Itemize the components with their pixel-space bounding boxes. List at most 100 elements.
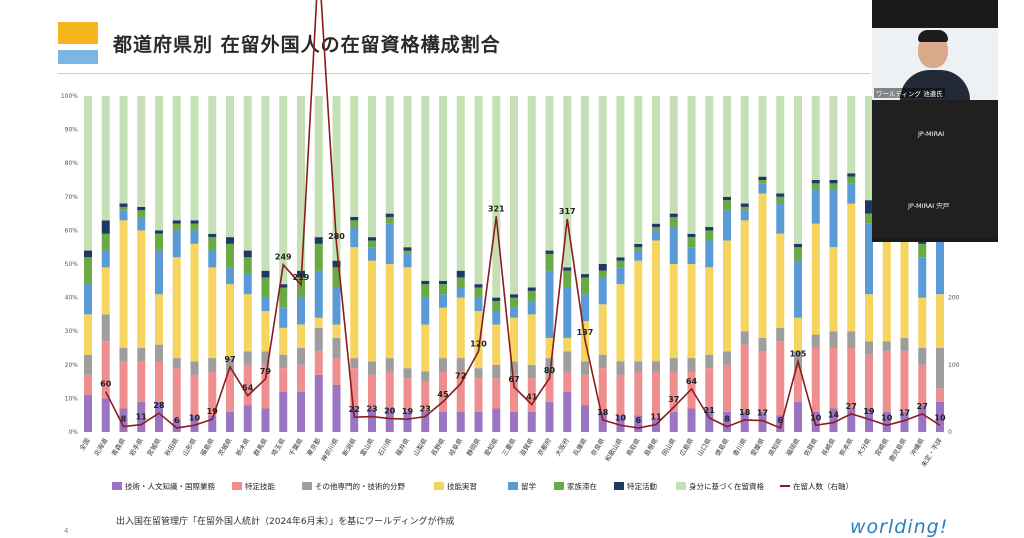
bar-segment: [243, 250, 252, 258]
participant-tile-1[interactable]: ワールディング 池邉氏: [872, 28, 998, 100]
bar-segment: [243, 274, 252, 295]
bar-segment: [758, 411, 767, 432]
bar-segment: [261, 311, 270, 352]
line-data-label: 37: [668, 395, 679, 404]
bar-segment: [563, 371, 572, 392]
bar-segment: [314, 327, 323, 352]
bar-segment: [101, 96, 110, 221]
bar-segment: [794, 368, 802, 402]
bar-segment: [332, 337, 341, 359]
bar-segment: [936, 401, 944, 432]
bar-segment: [652, 96, 660, 224]
line-data-label: 45: [437, 390, 449, 399]
bar-segment: [279, 368, 288, 392]
bar-segment: [634, 247, 643, 251]
line-data-label: 6: [174, 416, 180, 425]
bar-segment: [137, 96, 146, 207]
bar-segment: [616, 284, 625, 362]
bar-segment: [403, 267, 412, 369]
bar-segment: [581, 277, 589, 295]
bar-segment: [829, 348, 838, 409]
bar-segment: [652, 223, 660, 228]
bar-segment: [297, 96, 305, 271]
bar-segment: [385, 408, 394, 432]
bar-segment: [723, 240, 731, 352]
bar-segment: [510, 96, 518, 295]
x-tick-label: 鳥取県: [624, 436, 642, 458]
bar-segment: [101, 314, 110, 342]
bar-segment: [119, 96, 128, 204]
bar-segment: [510, 317, 518, 362]
bar-segment: [918, 364, 927, 406]
bar-segment: [936, 237, 944, 295]
bar-segment: [403, 411, 412, 432]
bar-segment: [811, 348, 820, 412]
bar-segment: [776, 193, 785, 197]
bar-segment: [918, 297, 927, 348]
x-tick-label: 鹿児島県: [887, 436, 909, 463]
bar-segment: [900, 337, 909, 352]
bar-segment: [137, 401, 146, 432]
bar-segment: [811, 190, 820, 224]
bar-segment: [740, 331, 749, 345]
x-tick-label: 長野県: [430, 436, 447, 457]
bar-segment: [829, 96, 838, 180]
bar-segment: [900, 351, 909, 412]
bar-segment: [510, 411, 518, 432]
bar-segment: [314, 270, 323, 318]
bar-segment: [439, 411, 447, 432]
y-tick-label: 0%: [68, 429, 78, 436]
bar-segment: [527, 364, 536, 379]
bar-segment: [776, 96, 785, 194]
bar-segment: [865, 354, 873, 409]
bar-segment: [723, 96, 731, 197]
bar-segment: [208, 267, 217, 359]
participant-tile-3[interactable]: JP-MIRAI 宍戸: [872, 168, 998, 238]
y-tick-label: 90%: [65, 127, 79, 134]
bar-segment: [740, 203, 749, 207]
bar-segment: [403, 247, 412, 251]
line-data-label: 137: [577, 328, 594, 337]
line-data-label: 10: [189, 413, 201, 422]
participant-hair: [918, 30, 948, 42]
bar-segment: [758, 183, 767, 194]
bar-segment: [421, 324, 430, 372]
bar-segment: [226, 243, 234, 268]
bar-segment: [882, 411, 891, 432]
line-data-label: 6: [777, 416, 783, 425]
bar-segment: [279, 307, 288, 328]
bar-segment: [332, 287, 341, 325]
line-data-label: 72: [455, 372, 466, 381]
bar-segment: [279, 287, 288, 308]
bar-segment: [190, 415, 199, 432]
bar-segment: [794, 96, 802, 244]
bar-segment: [314, 243, 323, 271]
bar-segment: [776, 341, 785, 416]
bar-segment: [119, 206, 128, 211]
bar-segment: [279, 284, 288, 288]
bar-segment: [492, 311, 501, 325]
bar-segment: [368, 240, 376, 248]
participant-tile-2[interactable]: JP-MIRAI: [872, 100, 998, 168]
bar-segment: [403, 378, 412, 412]
bar-segment: [527, 290, 536, 301]
bar-segment: [279, 96, 288, 285]
line-data-label: 11: [136, 413, 148, 422]
bar-segment: [137, 216, 146, 231]
bar-segment: [581, 361, 589, 375]
bar-segment: [226, 371, 234, 412]
x-tick-label: 山梨県: [411, 436, 429, 458]
right-margin: [998, 0, 1024, 537]
bar-segment: [598, 368, 607, 412]
line-data-label: 27: [846, 402, 857, 411]
bar-segment: [439, 371, 447, 412]
x-tick-label: 茨城県: [216, 436, 234, 458]
bar-segment: [510, 374, 518, 412]
bar-segment: [616, 361, 625, 375]
bar-segment: [385, 264, 394, 359]
bar-segment: [403, 253, 412, 268]
bar-segment: [261, 270, 270, 278]
bar-segment: [172, 223, 181, 231]
bar-segment: [190, 243, 199, 362]
